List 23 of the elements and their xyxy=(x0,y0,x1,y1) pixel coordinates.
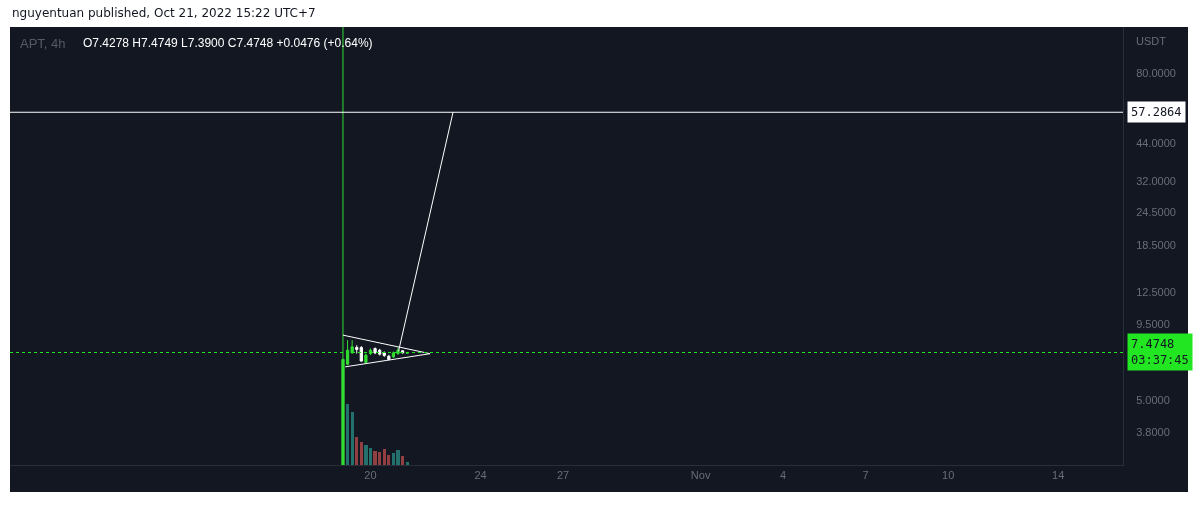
x-tick-label: 10 xyxy=(942,469,955,482)
text: APT, 4h xyxy=(20,36,66,51)
y-axis-title: USDT xyxy=(1136,35,1167,47)
text: O7.4278 H7.4749 L7.3900 C7.4748 +0.0476 (+0.64%) xyxy=(83,36,373,50)
x-tick-label: 4 xyxy=(780,469,787,482)
ref-line-label: 7.4748 03:37:45 xyxy=(1131,337,1189,367)
x-tick-label: 7 xyxy=(862,469,869,482)
ref-line-label: 57.2864 xyxy=(1131,105,1182,119)
y-tick-label: 9.5000 xyxy=(1136,318,1170,331)
y-tick-label: 5.0000 xyxy=(1136,393,1170,406)
y-tick-label: 12.5000 xyxy=(1136,285,1176,298)
x-tick-label: 20 xyxy=(364,469,377,482)
text: nguyentuan published, Oct 21, 2022 15:22 UTC+7 xyxy=(12,6,316,20)
y-tick-label: 32.0000 xyxy=(1136,174,1176,187)
y-tick-label: 3.8000 xyxy=(1136,426,1170,439)
y-tick-label: 18.5000 xyxy=(1136,239,1176,252)
x-tick-label: 27 xyxy=(556,469,570,482)
x-tick-label: Nov xyxy=(690,469,711,482)
y-tick-label: 24.5000 xyxy=(1136,206,1176,219)
y-tick-label: 44.0000 xyxy=(1136,137,1176,150)
x-tick-label: 14 xyxy=(1052,469,1065,482)
y-tick-label: 80.0000 xyxy=(1136,66,1176,79)
x-tick-label: 24 xyxy=(474,469,487,482)
